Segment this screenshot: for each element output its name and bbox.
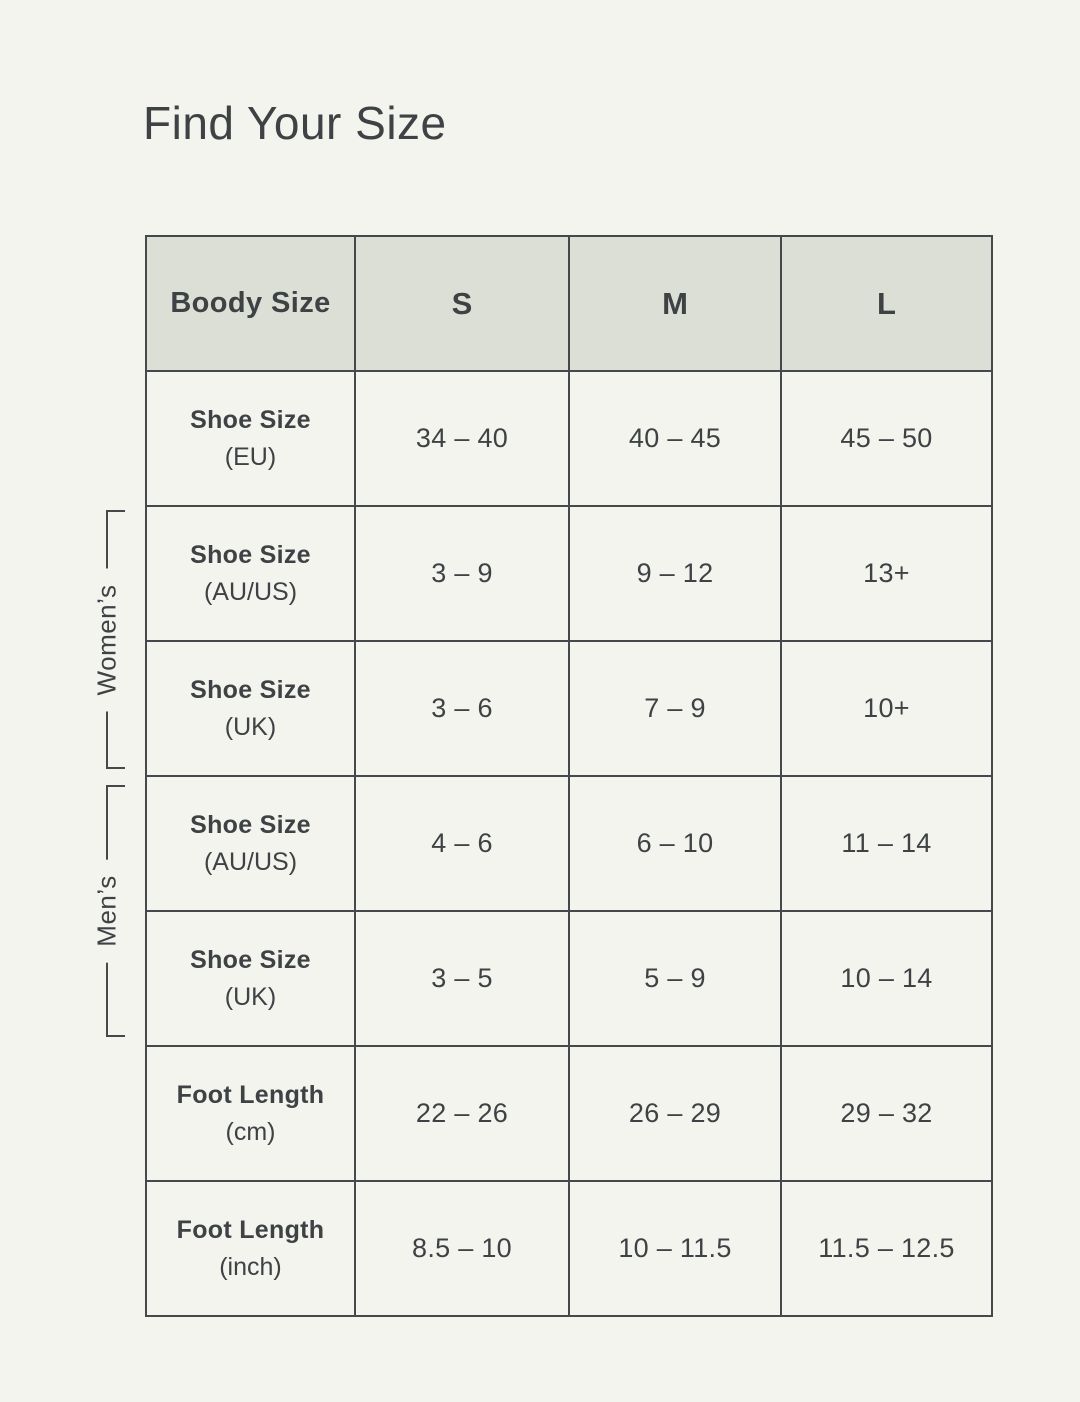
cell-value: 3 – 6 [431,693,493,723]
cell-value: 45 – 50 [840,423,933,453]
mens-group-bracket: Men’s [89,785,125,1037]
row-header-cell: Shoe Size (AU/US) [145,775,356,912]
row-label: Shoe Size [190,540,311,569]
row-label: Foot Length [176,1080,325,1109]
value-cell: 3 – 9 [354,505,570,642]
value-cell: 34 – 40 [354,370,570,507]
table-header-row: Boody Size S M L [145,235,993,372]
header-cell-size-m: M [568,235,782,372]
row-header-cell: Shoe Size (AU/US) [145,505,356,642]
header-label-m: M [662,285,688,321]
cell-value: 10 – 11.5 [618,1233,732,1263]
row-header-cell: Foot Length (inch) [145,1180,356,1317]
row-sublabel: (AU/US) [203,847,298,876]
value-cell: 11.5 – 12.5 [780,1180,993,1317]
value-cell: 3 – 6 [354,640,570,777]
row-sublabel: (EU) [224,442,277,471]
row-header-cell: Shoe Size (UK) [145,640,356,777]
value-cell: 10 – 14 [780,910,993,1047]
value-cell: 11 – 14 [780,775,993,912]
cell-value: 29 – 32 [840,1098,933,1128]
table-row-foot-length-inch: Foot Length (inch) 8.5 – 10 10 – 11.5 11… [145,1180,993,1317]
womens-group-label: Women’s [89,568,125,711]
value-cell: 10 – 11.5 [568,1180,782,1317]
row-header-cell: Foot Length (cm) [145,1045,356,1182]
table-row-mens-shoe-size-auus: Shoe Size (AU/US) 4 – 6 6 – 10 11 – 14 [145,775,993,912]
value-cell: 8.5 – 10 [354,1180,570,1317]
row-header-cell: Shoe Size (EU) [145,370,356,507]
page-title: Find Your Size [143,97,447,149]
cell-value: 11 – 14 [841,828,932,858]
cell-value: 9 – 12 [636,558,714,588]
womens-group-bracket: Women’s [89,510,125,769]
table-row-mens-shoe-size-uk: Shoe Size (UK) 3 – 5 5 – 9 10 – 14 [145,910,993,1047]
value-cell: 3 – 5 [354,910,570,1047]
value-cell: 45 – 50 [780,370,993,507]
cell-value: 10 – 14 [840,963,933,993]
cell-value: 7 – 9 [644,693,706,723]
cell-value: 26 – 29 [628,1098,722,1128]
cell-value: 3 – 5 [431,963,493,993]
value-cell: 13+ [780,505,993,642]
row-label: Shoe Size [190,945,311,974]
row-label: Foot Length [176,1215,325,1244]
header-label-s: S [451,285,473,321]
value-cell: 7 – 9 [568,640,782,777]
cell-value: 6 – 10 [636,828,714,858]
row-label: Shoe Size [190,810,311,839]
value-cell: 26 – 29 [568,1045,782,1182]
row-sublabel: (UK) [224,982,277,1011]
row-label: Shoe Size [190,675,311,704]
header-cell-size-l: L [780,235,993,372]
table-row-womens-shoe-size-auus: Shoe Size (AU/US) 3 – 9 9 – 12 13+ [145,505,993,642]
cell-value: 5 – 9 [644,963,706,993]
mens-group-label: Men’s [89,859,125,963]
row-sublabel: (UK) [224,712,277,741]
table-row-shoe-size-eu: Shoe Size (EU) 34 – 40 40 – 45 45 – 50 [145,370,993,507]
cell-value: 22 – 26 [415,1098,509,1128]
row-sublabel: (AU/US) [203,577,298,606]
cell-value: 34 – 40 [415,423,509,453]
value-cell: 22 – 26 [354,1045,570,1182]
value-cell: 6 – 10 [568,775,782,912]
cell-value: 8.5 – 10 [412,1233,512,1263]
value-cell: 10+ [780,640,993,777]
row-sublabel: (cm) [225,1117,276,1146]
cell-value: 3 – 9 [431,558,493,588]
table-row-womens-shoe-size-uk: Shoe Size (UK) 3 – 6 7 – 9 10+ [145,640,993,777]
cell-value: 13+ [863,558,910,588]
value-cell: 29 – 32 [780,1045,993,1182]
value-cell: 40 – 45 [568,370,782,507]
header-label: Boody Size [170,287,331,319]
header-cell-boody-size: Boody Size [145,235,356,372]
cell-value: 4 – 6 [431,828,493,858]
cell-value: 11.5 – 12.5 [818,1233,955,1263]
row-label: Shoe Size [190,405,311,434]
cell-value: 10+ [863,693,910,723]
cell-value: 40 – 45 [628,423,722,453]
size-chart-table: Boody Size S M L Shoe Size (EU) 34 – 40 … [145,235,993,1317]
value-cell: 9 – 12 [568,505,782,642]
header-cell-size-s: S [354,235,570,372]
row-sublabel: (inch) [219,1252,282,1281]
row-header-cell: Shoe Size (UK) [145,910,356,1047]
table-row-foot-length-cm: Foot Length (cm) 22 – 26 26 – 29 29 – 32 [145,1045,993,1182]
value-cell: 4 – 6 [354,775,570,912]
header-label-l: L [877,285,896,321]
value-cell: 5 – 9 [568,910,782,1047]
